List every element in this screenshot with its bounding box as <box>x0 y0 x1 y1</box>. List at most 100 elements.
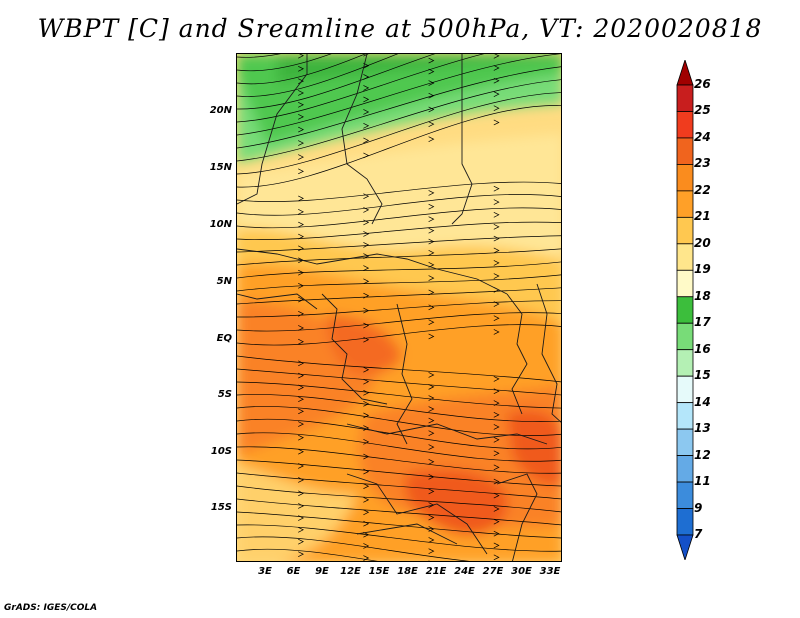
streamline-arrow <box>363 439 370 445</box>
streamline <box>237 300 561 318</box>
colorbar-segment <box>676 296 694 324</box>
streamline-arrow <box>493 530 500 537</box>
streamline-arrow <box>363 497 370 503</box>
colorbar-level-label: 16 <box>694 341 711 356</box>
colorbar-segment <box>676 164 694 192</box>
longitude-tick-label: 15E <box>368 566 390 577</box>
streamline-arrow <box>493 329 500 335</box>
streamline <box>237 54 332 72</box>
streamline-arrow <box>493 315 500 322</box>
streamline-arrow <box>493 119 500 126</box>
streamline-arrow <box>428 216 435 222</box>
streamline-arrow <box>493 506 500 512</box>
streamline-arrow <box>298 372 304 379</box>
footer-credit: GrADS: IGES/COLA <box>4 603 98 613</box>
streamline-arrow <box>493 260 500 266</box>
shading-green-dark <box>277 54 561 84</box>
streamline-arrow <box>493 105 500 112</box>
border-line <box>496 473 538 561</box>
streamline-arrow <box>298 515 304 521</box>
streamline-arrow <box>493 376 500 382</box>
streamline <box>237 287 561 305</box>
streamline <box>237 511 561 539</box>
streamline-arrow <box>298 233 304 240</box>
streamline-arrow <box>363 193 370 200</box>
streamline-arrow <box>428 458 435 465</box>
streamline <box>237 394 561 422</box>
streamline-arrow <box>298 90 304 96</box>
streamline <box>237 548 378 561</box>
streamline-arrow <box>493 436 500 443</box>
colorbar-segment <box>676 508 694 536</box>
streamline-arrow <box>298 538 304 545</box>
streamline <box>237 105 561 188</box>
streamline <box>237 92 561 175</box>
streamline <box>237 459 561 487</box>
longitude-tick-label: 6E <box>286 566 301 577</box>
colorbar-segment <box>676 455 694 483</box>
streamline-arrow <box>298 551 304 557</box>
streamline-arrow <box>363 401 370 407</box>
streamline-arrow <box>428 319 435 326</box>
colorbar-level-label: 13 <box>694 421 711 436</box>
streamline-arrow <box>493 224 500 230</box>
colorbar-segment <box>676 137 694 165</box>
streamline-arrow <box>428 514 435 521</box>
streamline-arrow <box>363 366 370 373</box>
colorbar-level-label: 9 <box>694 500 703 515</box>
streamline-arrow <box>363 543 370 549</box>
streamline <box>237 54 561 136</box>
border-line <box>346 473 488 555</box>
streamline-arrow <box>428 57 435 64</box>
streamline-arrow <box>428 227 435 234</box>
latitude-tick-label: 10S <box>210 446 232 457</box>
streamline-arrow <box>363 109 370 115</box>
streamline-arrow <box>363 425 370 431</box>
streamline-arrow <box>493 77 500 84</box>
streamline <box>237 54 281 58</box>
streamline-arrow <box>428 121 435 127</box>
streamline-arrow <box>298 408 304 415</box>
streamline-arrow <box>363 322 370 329</box>
colorbar-segment <box>676 322 694 351</box>
colorbar <box>676 60 694 560</box>
streamline <box>237 221 561 240</box>
colorbar-level-label: 12 <box>694 447 711 462</box>
streamline <box>237 261 561 279</box>
colorbar-level-label: 21 <box>694 209 711 224</box>
latitude-tick-label: 15S <box>210 502 232 513</box>
streamline <box>237 66 561 149</box>
streamline-arrow <box>298 114 304 120</box>
streamline <box>237 355 561 383</box>
streamline-arrow <box>428 289 435 296</box>
streamline-arrow <box>298 396 304 403</box>
colorbar-segment <box>676 84 694 112</box>
colorbar-segment <box>676 243 694 271</box>
streamline-arrow <box>363 292 370 299</box>
streamline-arrow <box>363 483 370 490</box>
streamline <box>237 432 561 462</box>
streamline-arrow <box>428 238 435 245</box>
colorbar-level-label: 19 <box>694 262 711 277</box>
streamline-arrow <box>493 211 500 218</box>
border-line <box>237 54 308 205</box>
latitude-tick-label: 15N <box>209 162 232 173</box>
streamline-arrow <box>363 265 370 271</box>
longitude-tick-label: 12E <box>340 566 361 577</box>
streamline-arrow <box>493 91 500 97</box>
streamline-arrow <box>363 96 370 103</box>
streamline-arrow <box>363 231 370 237</box>
border-line <box>321 293 388 405</box>
colorbar-segment <box>676 216 694 245</box>
streamline-arrow <box>298 325 304 331</box>
colorbar-level-label: 20 <box>694 235 711 250</box>
streamline-arrow <box>363 389 370 396</box>
border-line <box>341 54 383 225</box>
streamline-arrow <box>298 209 304 215</box>
streamline-arrow <box>493 65 500 71</box>
streamline-arrow <box>428 430 435 437</box>
streamline-arrow <box>493 412 500 418</box>
coastline <box>237 293 318 310</box>
streamline <box>237 54 366 85</box>
streamline-arrow <box>298 448 304 455</box>
